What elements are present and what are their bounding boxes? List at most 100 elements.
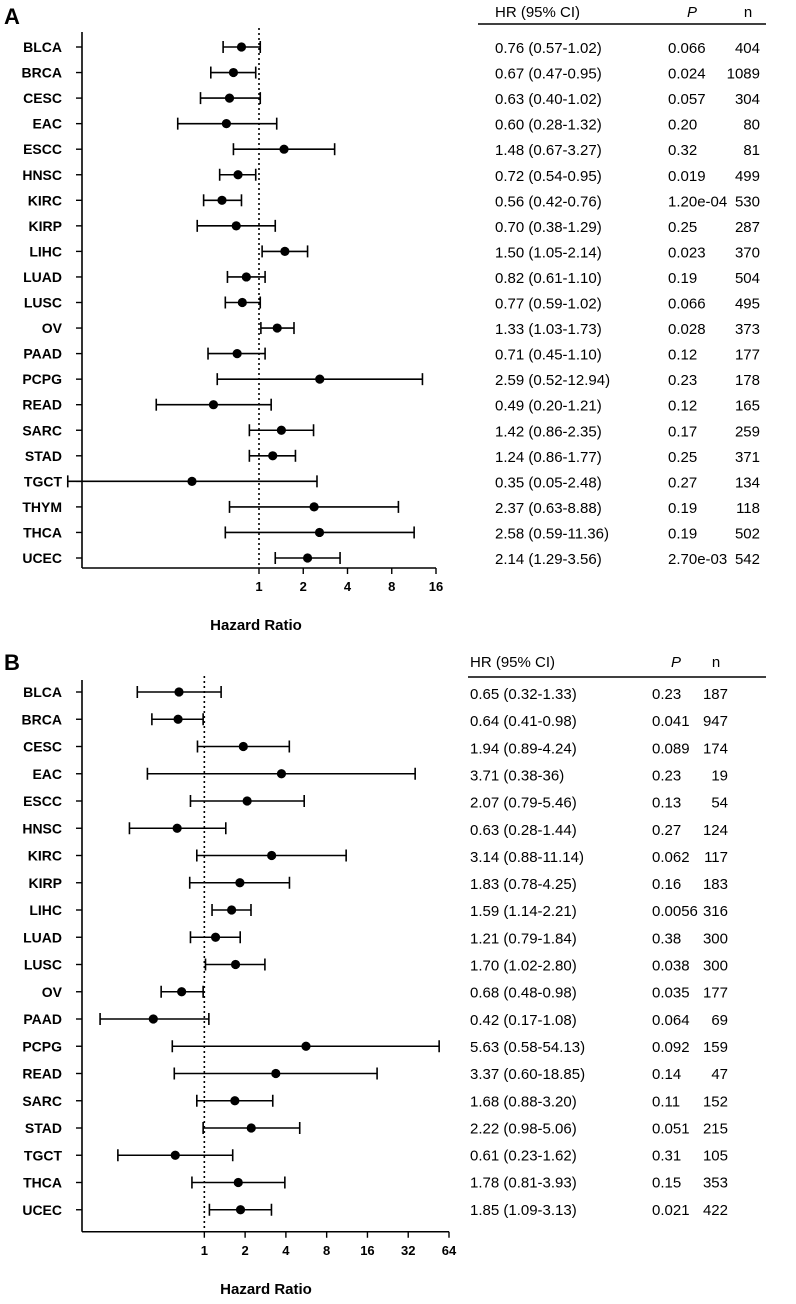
category-label: CESC	[23, 739, 62, 755]
table-hr-ci: 0.49 (0.20-1.21)	[495, 398, 602, 415]
table-n: 19	[711, 767, 728, 784]
table-n: 177	[703, 985, 728, 1002]
table-hr-ci: 3.37 (0.60-18.85)	[470, 1066, 585, 1083]
table-n: 542	[735, 551, 760, 568]
hr-point	[237, 297, 247, 308]
x-tick-label: 4	[344, 579, 352, 594]
table-n: 371	[735, 449, 760, 466]
category-label: BRCA	[22, 711, 62, 727]
table-p-value: 0.021	[652, 1202, 690, 1219]
category-label: PAAD	[23, 346, 62, 362]
hr-point	[217, 195, 227, 205]
table-n: 117	[704, 849, 728, 866]
hr-point	[173, 714, 183, 724]
table-hr-ci: 3.71 (0.38-36)	[470, 767, 564, 784]
table-n: 259	[735, 423, 760, 440]
table-hr-ci: 0.77 (0.59-1.02)	[495, 296, 602, 313]
category-label: CESC	[23, 90, 62, 106]
table-p-value: 1.20e-04	[668, 193, 727, 210]
table-p-value: 0.019	[668, 168, 706, 185]
table-n: 947	[703, 713, 728, 730]
category-label: TGCT	[24, 473, 63, 489]
table-hr-ci: 0.64 (0.41-0.98)	[470, 713, 577, 730]
category-label: UCEC	[22, 1202, 62, 1218]
table-n: 187	[703, 686, 728, 703]
table-hr-ci: 1.85 (1.09-3.13)	[470, 1202, 577, 1219]
category-label: LUAD	[23, 269, 62, 285]
table-n: 54	[711, 795, 728, 812]
hr-point	[233, 1177, 243, 1188]
category-label: BRCA	[22, 65, 62, 81]
hr-point	[231, 221, 241, 231]
x-tick-label: 1	[255, 579, 262, 594]
table-hr-ci: 0.60 (0.28-1.32)	[495, 117, 602, 134]
hr-point	[315, 374, 325, 384]
table-hr-ci: 1.83 (0.78-4.25)	[470, 876, 577, 893]
table-p-value: 0.23	[668, 372, 697, 389]
table-p-value: 0.12	[668, 398, 697, 415]
table-header-n: n	[744, 4, 752, 21]
table-hr-ci: 1.33 (1.03-1.73)	[495, 321, 602, 338]
hr-point	[235, 878, 245, 888]
hr-point	[177, 987, 187, 997]
table-n: 124	[703, 822, 728, 839]
x-tick-label: 8	[388, 579, 395, 594]
table-header-hr: HR (95% CI)	[495, 4, 580, 21]
category-label: READ	[22, 1066, 62, 1082]
hr-point	[242, 796, 252, 806]
category-label: LUAD	[23, 929, 62, 945]
category-label: LUSC	[24, 957, 62, 973]
category-label: STAD	[25, 1120, 62, 1136]
table-p-value: 0.11	[652, 1093, 680, 1110]
x-tick-label: 2	[241, 1243, 248, 1258]
table-n: 530	[735, 193, 760, 210]
category-label: HNSC	[22, 167, 62, 183]
category-label: UCEC	[22, 550, 62, 566]
hr-point	[268, 451, 278, 461]
table-p-value: 0.057	[668, 91, 706, 108]
category-label: SARC	[22, 422, 62, 438]
category-label: KIRC	[28, 848, 62, 864]
hr-point	[276, 425, 286, 435]
table-p-value: 0.14	[652, 1066, 681, 1083]
table-p-value: 0.066	[668, 296, 706, 313]
table-n: 287	[735, 219, 760, 236]
table-p-value: 0.31	[652, 1148, 681, 1165]
x-axis-title: Hazard Ratio	[220, 1281, 312, 1298]
table-p-value: 2.70e-03	[668, 551, 727, 568]
table-hr-ci: 1.78 (0.81-3.93)	[470, 1175, 577, 1192]
hr-point	[272, 323, 282, 333]
hr-point	[174, 687, 184, 697]
category-label: PCPG	[22, 371, 62, 387]
hr-point	[309, 502, 319, 512]
table-n: 353	[703, 1175, 728, 1192]
table-p-value: 0.051	[652, 1120, 690, 1137]
table-n: 504	[735, 270, 760, 287]
table-hr-ci: 0.56 (0.42-0.76)	[495, 193, 602, 210]
x-tick-label: 16	[429, 579, 443, 594]
table-hr-ci: 0.76 (0.57-1.02)	[495, 40, 602, 57]
table-n: 183	[703, 876, 728, 893]
table-n: 81	[743, 142, 760, 159]
table-hr-ci: 5.63 (0.58-54.13)	[470, 1039, 585, 1056]
table-n: 422	[703, 1202, 728, 1219]
table-hr-ci: 0.63 (0.40-1.02)	[495, 91, 602, 108]
table-p-value: 0.19	[668, 500, 697, 517]
table-n: 300	[703, 958, 728, 975]
table-n: 1089	[727, 66, 760, 83]
category-label: LIHC	[29, 243, 62, 259]
table-p-value: 0.038	[652, 958, 690, 975]
table-hr-ci: 1.24 (0.86-1.77)	[495, 449, 602, 466]
table-hr-ci: 2.14 (1.29-3.56)	[495, 551, 602, 568]
table-header-hr: HR (95% CI)	[470, 654, 555, 671]
hr-point	[232, 349, 242, 359]
hr-point	[236, 42, 247, 52]
table-p-value: 0.028	[668, 321, 706, 338]
hr-point	[224, 93, 235, 103]
category-label: KIRP	[29, 218, 62, 234]
category-label: PCPG	[22, 1038, 62, 1054]
table-n: 495	[735, 296, 760, 313]
category-label: KIRP	[29, 875, 62, 891]
table-n: 499	[735, 168, 760, 185]
table-n: 215	[703, 1120, 728, 1137]
